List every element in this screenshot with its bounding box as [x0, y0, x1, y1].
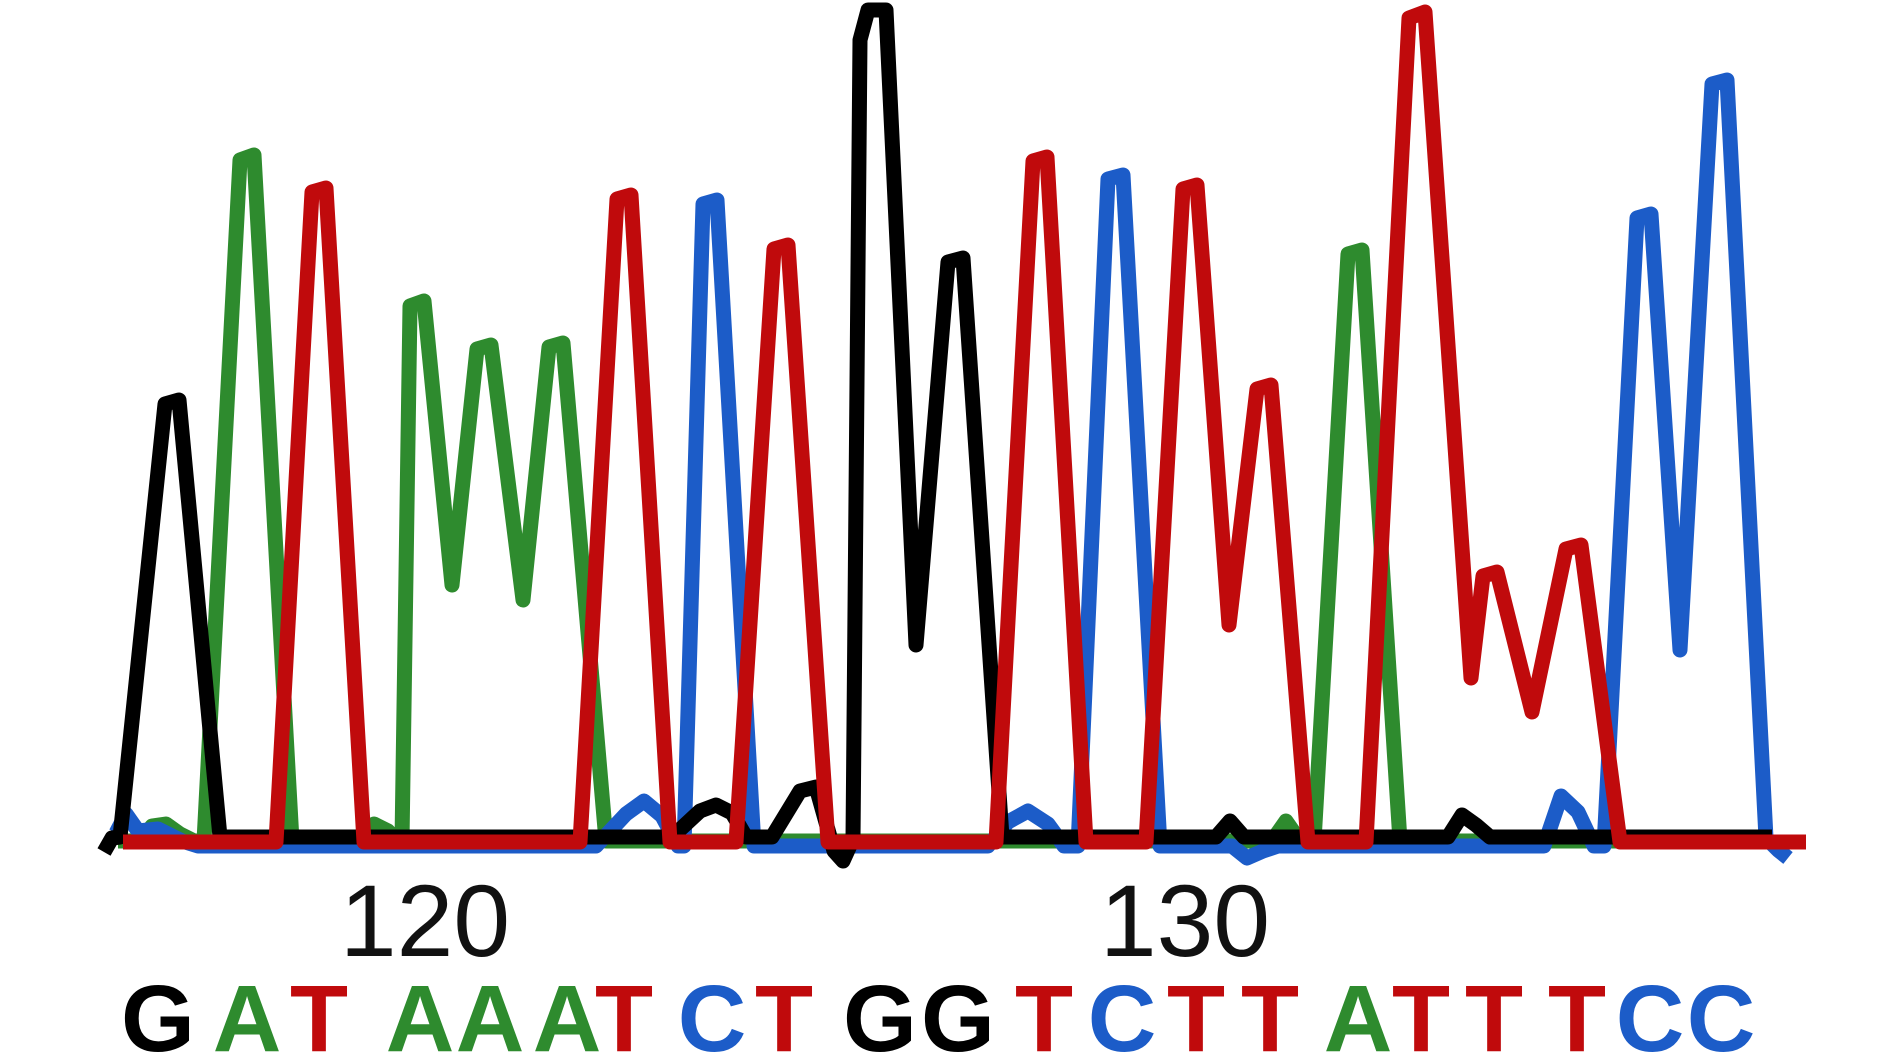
trace-T	[123, 4, 1806, 850]
base-call-letter-14-T: T	[1167, 966, 1225, 1059]
base-call-letter-11-G: G	[921, 966, 995, 1059]
trace-C	[109, 72, 1793, 866]
base-call-letter-12-T: T	[1015, 966, 1073, 1059]
base-call-letter-8-C: C	[678, 966, 747, 1059]
base-call-letter-3-T: T	[290, 966, 348, 1059]
base-call-letter-13-C: C	[1088, 966, 1157, 1059]
base-call-letter-2-A: A	[213, 966, 282, 1059]
trace-lines	[97, 2, 1806, 869]
base-call-row: G A T A A AT C T G G T C T T A T T T C C	[121, 966, 1755, 1059]
position-labels: 120 130	[340, 864, 1270, 978]
base-call-letter-15-T: T	[1241, 966, 1299, 1059]
base-call-letter-17-T: T	[1392, 966, 1450, 1059]
base-call-letter-5-A: A	[456, 966, 525, 1059]
base-call-letter-21-C: C	[1687, 966, 1756, 1059]
base-call-letter-19-T: T	[1548, 966, 1606, 1059]
base-call-letter-10-G: G	[843, 966, 917, 1059]
base-call-letter-1-G: G	[121, 966, 195, 1059]
position-label-120: 120	[340, 864, 510, 978]
trace-G	[97, 2, 1772, 869]
base-call-letter-18-T: T	[1465, 966, 1523, 1059]
base-call-letter-7-T: T	[595, 966, 653, 1059]
base-call-letter-9-T: T	[755, 966, 813, 1059]
position-label-130: 130	[1100, 864, 1270, 978]
base-call-letter-20-C: C	[1616, 966, 1685, 1059]
base-call-letter-6-A: A	[533, 966, 602, 1059]
base-call-letter-4-A: A	[386, 966, 455, 1059]
base-call-letter-16-A: A	[1324, 966, 1393, 1059]
